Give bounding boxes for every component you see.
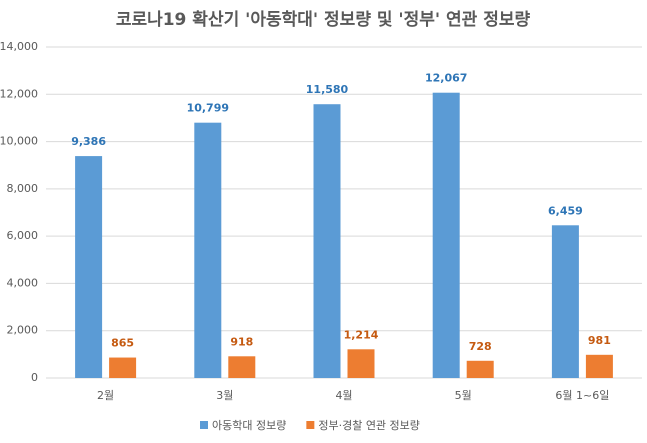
value-label: 728 [469,340,492,353]
y-tick-label: 8,000 [7,182,39,195]
value-label: 1,214 [344,328,379,341]
x-tick-label: 6월 1~6일 [555,388,609,402]
bar [432,92,460,378]
value-label: 6,459 [548,204,583,217]
value-label: 10,799 [187,102,229,115]
y-tick-label: 2,000 [7,324,39,337]
bar [313,104,341,379]
value-label: 11,580 [306,83,349,96]
bar [109,357,137,378]
value-label: 9,386 [71,135,106,148]
value-label: 12,067 [425,72,467,85]
legend-label: 아동학대 정보량 [212,419,286,432]
y-tick-label: 10,000 [0,135,38,148]
bar [466,360,494,378]
value-label: 981 [588,334,611,347]
value-label: 865 [111,337,134,350]
bar [585,354,613,378]
bar [347,349,375,378]
bar [551,225,579,378]
x-tick-label: 4월 [335,389,352,402]
x-tick-label: 3월 [216,389,233,402]
bar [228,356,256,378]
value-label: 918 [230,335,253,348]
y-tick-label: 12,000 [0,87,38,100]
bar [75,156,103,378]
y-tick-label: 0 [31,371,38,384]
legend-label: 정부·경찰 연관 정보량 [318,419,420,432]
bar [194,122,222,378]
legend-swatch [200,421,208,429]
y-tick-label: 14,000 [0,40,38,53]
x-tick-label: 5월 [455,389,472,402]
chart-title: 코로나19 확산기 '아동학대' 정보량 및 '정부' 연관 정보량 [116,10,531,30]
y-tick-label: 6,000 [7,229,39,242]
x-tick-label: 2월 [97,389,114,402]
legend-swatch [306,421,315,429]
y-tick-label: 4,000 [7,276,39,289]
